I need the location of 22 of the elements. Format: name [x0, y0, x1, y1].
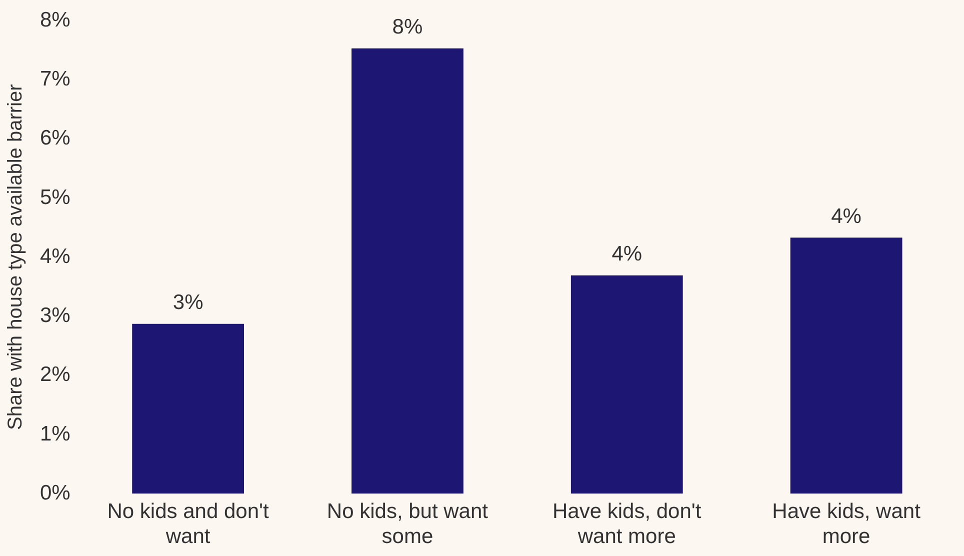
bar: [790, 238, 902, 494]
x-tick-label: Have kids, want more: [772, 500, 921, 548]
x-tick-label: Have kids, don't want more: [552, 500, 702, 548]
data-label: 3%: [172, 291, 204, 314]
y-axis-title: Share with house type available barrier: [4, 84, 27, 430]
y-tick-label: 5%: [40, 186, 70, 209]
y-tick-label: 3%: [40, 304, 70, 328]
x-tick-label: No kids and don't want: [107, 500, 270, 548]
data-label: 4%: [612, 242, 642, 266]
y-tick-label: 1%: [40, 422, 70, 446]
bar: [352, 48, 464, 494]
bar: [132, 324, 244, 494]
data-label: 4%: [831, 204, 862, 228]
y-tick-label: 2%: [40, 363, 70, 386]
y-tick-label: 0%: [40, 481, 70, 504]
y-tick-label: 4%: [40, 244, 70, 268]
y-tick-label: 6%: [40, 126, 70, 150]
x-tick-label: No kids, but want some: [326, 500, 488, 548]
bar: [570, 275, 683, 494]
y-tick-label: 8%: [40, 8, 70, 32]
y-tick-label: 7%: [40, 68, 70, 91]
data-label: 8%: [392, 16, 423, 39]
